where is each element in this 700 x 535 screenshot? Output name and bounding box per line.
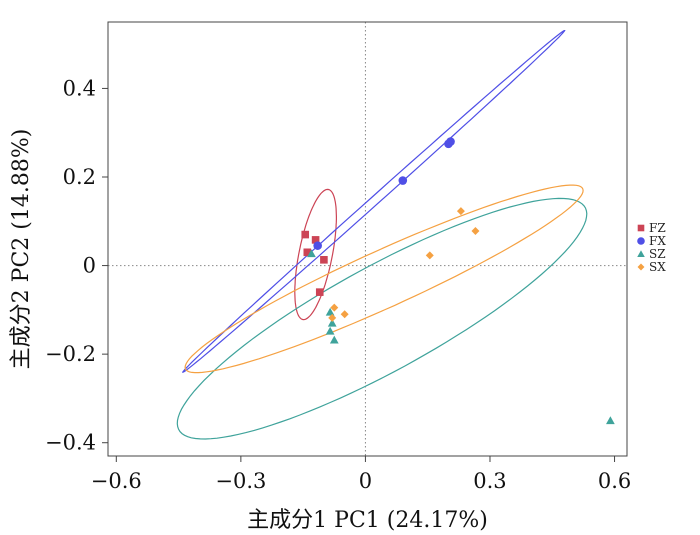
- legend-label-sz: SZ: [649, 247, 666, 261]
- point-sx: [340, 310, 349, 319]
- y-tick-label: −0.4: [45, 431, 96, 455]
- point-sx: [456, 207, 465, 216]
- point-sz: [606, 416, 615, 425]
- point-fz: [303, 248, 312, 257]
- y-tick-label: 0.2: [63, 165, 96, 189]
- y-tick-label: 0: [83, 254, 96, 278]
- point-sz: [325, 326, 335, 335]
- reference-lines: [108, 22, 627, 456]
- point-sz: [307, 249, 316, 258]
- y-axis-ticks: 0.4 0.2 0 −0.2 −0.4: [45, 76, 108, 455]
- plot-area-frame: [107, 21, 628, 457]
- point-fx: [313, 241, 322, 250]
- legend-marker-fx: [637, 237, 645, 245]
- y-axis-title: 主成分2 PC2 (14.88%): [9, 129, 34, 370]
- ellipse-fz: [294, 188, 337, 321]
- legend-label-sx: SX: [649, 260, 666, 274]
- point-sx: [330, 303, 339, 312]
- point-sz: [327, 318, 337, 327]
- legend-marker-sx: [637, 263, 645, 271]
- point-sx: [471, 227, 480, 236]
- x-tick-label: −0.6: [91, 469, 142, 493]
- legend-marker-sz: [637, 250, 645, 258]
- confidence-ellipses: [176, 30, 588, 440]
- legend-label-fx: FX: [649, 234, 666, 248]
- point-fz: [301, 230, 310, 239]
- x-axis-ticks: −0.6 −0.3 0 0.3 0.6: [91, 456, 631, 493]
- x-tick-label: 0.3: [473, 469, 506, 493]
- legend-marker-fz: [637, 224, 645, 232]
- point-fx: [398, 176, 408, 185]
- y-tick-label: −0.2: [45, 342, 96, 366]
- ellipse-sz: [176, 197, 588, 440]
- x-tick-label: 0: [359, 469, 372, 493]
- point-sx: [425, 251, 434, 260]
- x-tick-label: 0.6: [598, 469, 631, 493]
- point-sx: [328, 313, 337, 322]
- point-sz: [325, 307, 335, 316]
- ellipse-fx: [182, 30, 566, 374]
- point-sz: [329, 335, 339, 344]
- point-fx: [446, 137, 455, 146]
- legend-label-fz: FZ: [649, 221, 666, 235]
- y-tick-label: 0.4: [63, 76, 96, 100]
- point-fz: [320, 256, 328, 264]
- point-fz: [315, 288, 324, 296]
- x-axis-title: 主成分1 PC1 (24.17%): [247, 508, 488, 533]
- point-fz: [311, 236, 320, 244]
- data-points: [301, 137, 615, 425]
- x-tick-label: −0.3: [215, 469, 266, 493]
- ellipse-sx: [184, 184, 584, 374]
